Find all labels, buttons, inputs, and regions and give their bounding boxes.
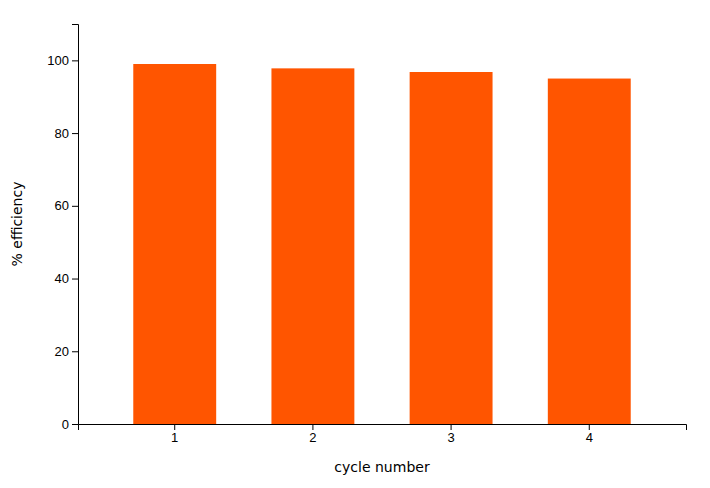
y-tick: 100 [47, 53, 78, 68]
y-axis-line [72, 25, 79, 425]
x-axis-title: cycle number [334, 459, 430, 475]
y-tick-mark [72, 351, 78, 352]
x-axis: 1 2 3 4 [79, 424, 687, 445]
x-tick: 2 [309, 424, 316, 445]
bars [133, 64, 630, 424]
x-tick: 1 [171, 424, 178, 445]
y-tick-label: 60 [55, 198, 69, 213]
y-tick-label: 80 [55, 126, 69, 141]
y-tick-mark [72, 60, 78, 61]
y-tick-label: 100 [47, 53, 69, 68]
x-tick-mark [312, 424, 313, 430]
y-tick-mark [72, 206, 78, 207]
x-tick-label: 3 [447, 430, 454, 445]
x-tick: 4 [586, 424, 593, 445]
bar [548, 79, 631, 424]
y-tick: 20 [55, 344, 78, 359]
x-axis-line [79, 425, 687, 431]
chart: 1234020406080100cycle number% efficiency [0, 0, 710, 488]
plot: 1234020406080100 [47, 25, 686, 446]
bar [133, 64, 216, 424]
y-tick: 60 [55, 198, 78, 213]
y-axis: 0 20 40 60 80 100 [47, 25, 78, 432]
y-tick-label: 0 [62, 417, 69, 432]
bar [271, 68, 354, 424]
x-tick: 3 [447, 424, 454, 445]
x-tick-mark [589, 424, 590, 430]
y-axis-title: % efficiency [9, 182, 25, 267]
y-tick-mark [72, 424, 78, 425]
y-tick: 0 [62, 417, 78, 432]
y-tick-label: 20 [55, 344, 69, 359]
x-tick-mark [174, 424, 175, 430]
y-tick-label: 40 [55, 271, 69, 286]
bar [410, 72, 493, 424]
y-tick-mark [72, 279, 78, 280]
y-tick: 40 [55, 271, 78, 286]
x-tick-mark [451, 424, 452, 430]
x-tick-label: 2 [309, 430, 316, 445]
y-tick: 80 [55, 126, 78, 141]
x-tick-label: 4 [586, 430, 593, 445]
x-tick-label: 1 [171, 430, 178, 445]
y-tick-mark [72, 133, 78, 134]
